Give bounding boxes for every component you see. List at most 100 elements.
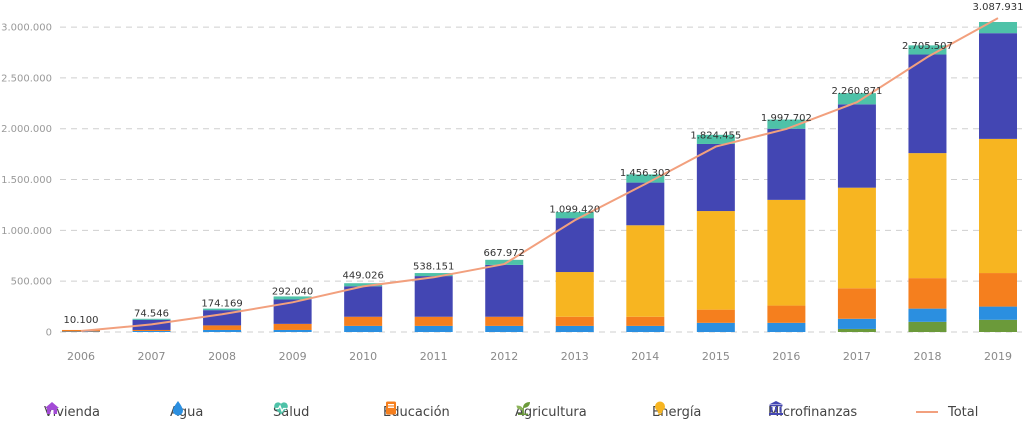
bar-segment-microfinanzas-2017 bbox=[837, 104, 876, 188]
x-tick-label: 2007 bbox=[138, 350, 166, 363]
legend-item-agua[interactable]: Agua bbox=[170, 400, 203, 424]
bar-segment-educacin-2019 bbox=[979, 273, 1017, 307]
total-data-label: 174.169 bbox=[201, 298, 242, 309]
bar-segment-microfinanzas-2012 bbox=[485, 264, 524, 317]
water-drop-icon bbox=[173, 401, 183, 416]
y-tick-label: 0 bbox=[46, 328, 52, 339]
legend-item-agricultura[interactable]: Agricultura bbox=[515, 400, 587, 424]
bar-segment-energa-2017 bbox=[837, 187, 876, 289]
x-tick-label: 2014 bbox=[631, 350, 659, 363]
bar-segment-salud-2009 bbox=[273, 296, 312, 300]
total-data-label: 667.972 bbox=[484, 248, 525, 259]
bar-segment-salud-2018 bbox=[908, 45, 947, 55]
total-data-label: 1.997.702 bbox=[761, 113, 812, 124]
bar-segment-microfinanzas-2013 bbox=[555, 218, 594, 273]
book-icon bbox=[386, 401, 396, 415]
bar-segment-microfinanzas-2019 bbox=[979, 33, 1017, 139]
bar-segment-salud-2011 bbox=[414, 273, 453, 277]
bar-segment-energa-2015 bbox=[696, 211, 735, 310]
bar-segment-educacin-2009 bbox=[273, 323, 312, 330]
bar-segment-educacin-2017 bbox=[837, 288, 876, 319]
heart-pulse-icon bbox=[274, 402, 288, 415]
lightbulb-icon bbox=[655, 401, 665, 415]
x-tick-label: 2012 bbox=[490, 350, 518, 363]
total-data-label: 1.456.302 bbox=[620, 168, 671, 179]
bar-segment-salud-2016 bbox=[767, 119, 806, 129]
bar-segment-energa-2013 bbox=[555, 272, 594, 317]
total-line bbox=[80, 17, 999, 332]
total-data-label: 10.100 bbox=[64, 315, 99, 326]
legend-label: Total bbox=[948, 404, 979, 420]
bar-segment-agua-2010 bbox=[344, 325, 383, 332]
total-data-label: 74.546 bbox=[134, 308, 169, 319]
bar-segment-microfinanzas-2014 bbox=[626, 182, 665, 226]
legend-item-total[interactable]: Total bbox=[916, 400, 978, 424]
total-data-label: 1.824.455 bbox=[690, 131, 741, 142]
bar-segment-agua-2012 bbox=[485, 325, 524, 332]
bar-segment-salud-2007 bbox=[132, 318, 171, 320]
legend-item-energia[interactable]: Energía bbox=[652, 400, 701, 424]
x-tick-label: 2011 bbox=[420, 350, 448, 363]
bar-segment-agua-2013 bbox=[555, 325, 594, 332]
legend-item-microfinanzas[interactable]: Microfinanzas bbox=[768, 400, 857, 424]
x-tick-label: 2015 bbox=[702, 350, 730, 363]
legend-label: Microfinanzas bbox=[768, 404, 858, 420]
bar-segment-energa-2019 bbox=[979, 138, 1017, 274]
bar-segment-agua-2011 bbox=[414, 325, 453, 332]
legend-item-vivienda[interactable]: Vivienda bbox=[44, 400, 100, 424]
bar-segment-agua-2009 bbox=[273, 329, 312, 332]
bar-segment-agua-2014 bbox=[626, 325, 665, 332]
bars-layer bbox=[62, 22, 1017, 332]
bar-segment-microfinanzas-2011 bbox=[414, 276, 453, 317]
bar-segment-educacin-2014 bbox=[626, 316, 665, 326]
total-data-label: 2.260.871 bbox=[831, 86, 882, 97]
house-icon bbox=[45, 402, 59, 414]
bar-segment-educacin-2011 bbox=[414, 316, 453, 326]
bar-segment-agricultura-2019 bbox=[979, 319, 1017, 332]
x-tick-label: 2008 bbox=[208, 350, 236, 363]
x-tick-label: 2019 bbox=[984, 350, 1012, 363]
x-tick-label: 2010 bbox=[349, 350, 377, 363]
bar-segment-salud-2012 bbox=[485, 259, 524, 265]
bar-segment-educacin-2015 bbox=[696, 309, 735, 323]
bar-segment-microfinanzas-2018 bbox=[908, 54, 947, 154]
y-tick-label: 3.000.000 bbox=[1, 23, 52, 34]
x-tick-label: 2009 bbox=[279, 350, 307, 363]
x-tick-label: 2017 bbox=[843, 350, 871, 363]
total-data-label: 3.087.931 bbox=[973, 2, 1024, 13]
x-tick-label: 2016 bbox=[772, 350, 800, 363]
bar-segment-salud-2019 bbox=[979, 22, 1017, 34]
y-tick-label: 1.000.000 bbox=[1, 226, 52, 237]
legend-item-educacion[interactable]: Educación bbox=[383, 400, 450, 424]
bar-segment-microfinanzas-2015 bbox=[696, 143, 735, 212]
bar-segment-energa-2014 bbox=[626, 225, 665, 317]
total-data-label: 2.705.507 bbox=[902, 41, 953, 52]
legend-label: Educación bbox=[383, 404, 450, 420]
grid-layer: 3.000.000 2.500.000 2.000.000 1.500.000 1.00… bbox=[1, 23, 1022, 339]
total-data-label: 538.151 bbox=[413, 261, 454, 272]
x-tick-label: 2018 bbox=[913, 350, 941, 363]
x-tick-label: 2006 bbox=[67, 350, 95, 363]
y-tick-label: 500.000 bbox=[11, 277, 52, 288]
x-tick-label: 2013 bbox=[561, 350, 589, 363]
bar-segment-salud-2010 bbox=[344, 283, 383, 287]
bar-segment-educacin-2016 bbox=[767, 305, 806, 323]
stacked-bar-chart: 3.000.000 2.500.000 2.000.000 1.500.000 1.00… bbox=[1, 2, 1024, 363]
bar-segment-educacin-2010 bbox=[344, 316, 383, 326]
bar-segment-agua-2006 bbox=[62, 331, 100, 332]
legend-item-salud[interactable]: Salud bbox=[273, 400, 309, 424]
bar-segment-salud-2017 bbox=[837, 93, 876, 105]
bar-segment-salud-2008 bbox=[203, 308, 242, 311]
bar-segment-educacin-2012 bbox=[485, 316, 524, 326]
bar-segment-salud-2013 bbox=[555, 212, 594, 219]
bar-segment-salud-2014 bbox=[626, 174, 665, 183]
sprout-icon bbox=[516, 402, 530, 415]
total-line-layer bbox=[80, 17, 999, 332]
bar-segment-agua-2016 bbox=[767, 322, 806, 332]
legend: Vivienda Agua Salud Educación bbox=[0, 400, 1024, 424]
bar-segment-salud-2015 bbox=[696, 134, 735, 144]
bank-icon bbox=[769, 401, 783, 415]
total-data-label: 1.099.420 bbox=[549, 204, 600, 215]
bar-segment-agua-2017 bbox=[837, 318, 876, 329]
total-data-label: 449.026 bbox=[342, 270, 383, 281]
